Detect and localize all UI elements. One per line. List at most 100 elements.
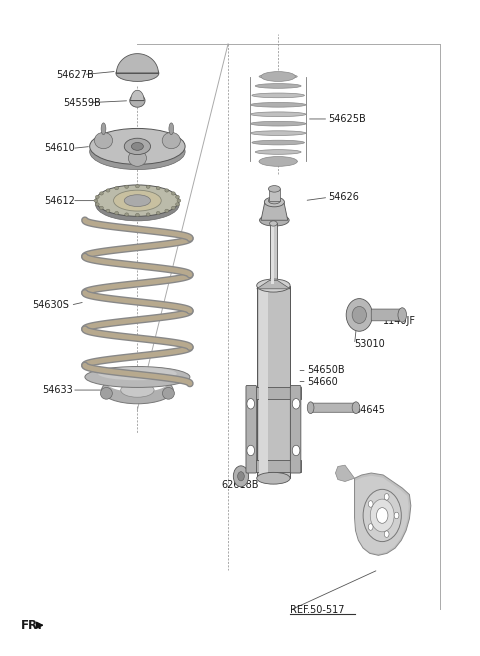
Circle shape (363, 489, 401, 542)
FancyBboxPatch shape (290, 386, 301, 473)
Ellipse shape (135, 213, 139, 216)
Text: 53010: 53010 (355, 339, 385, 350)
Polygon shape (261, 202, 288, 220)
Ellipse shape (251, 102, 306, 107)
Ellipse shape (255, 150, 301, 154)
Ellipse shape (171, 192, 175, 195)
Ellipse shape (156, 211, 160, 215)
Ellipse shape (165, 189, 168, 192)
Ellipse shape (257, 472, 290, 484)
Ellipse shape (102, 377, 173, 404)
Text: 54660: 54660 (307, 377, 337, 386)
Ellipse shape (146, 185, 150, 188)
Circle shape (376, 508, 388, 523)
Ellipse shape (85, 367, 190, 388)
Ellipse shape (398, 308, 407, 322)
Circle shape (233, 466, 249, 487)
Ellipse shape (162, 133, 180, 149)
Text: 54625B: 54625B (328, 114, 366, 124)
Text: FR.: FR. (21, 619, 42, 632)
Circle shape (368, 501, 373, 507)
FancyBboxPatch shape (257, 285, 290, 478)
Circle shape (368, 523, 373, 530)
Ellipse shape (171, 206, 175, 209)
Polygon shape (269, 189, 280, 201)
Circle shape (370, 499, 394, 532)
FancyBboxPatch shape (270, 224, 277, 285)
Ellipse shape (146, 213, 150, 216)
Ellipse shape (259, 159, 297, 164)
Ellipse shape (252, 140, 304, 145)
Circle shape (238, 472, 244, 481)
Ellipse shape (96, 195, 99, 199)
Text: 54559B: 54559B (63, 98, 101, 108)
Ellipse shape (260, 215, 289, 226)
Ellipse shape (90, 129, 185, 165)
Text: REF.50-517: REF.50-517 (290, 605, 345, 615)
Ellipse shape (268, 186, 280, 192)
Text: 54610: 54610 (44, 144, 75, 154)
FancyBboxPatch shape (371, 309, 403, 321)
Circle shape (247, 399, 254, 409)
Ellipse shape (130, 94, 145, 107)
Ellipse shape (135, 184, 139, 188)
Ellipse shape (96, 203, 99, 206)
Ellipse shape (251, 112, 306, 117)
Ellipse shape (255, 83, 301, 89)
Ellipse shape (259, 157, 297, 167)
Polygon shape (131, 91, 144, 100)
Text: 54627B: 54627B (56, 70, 94, 79)
FancyBboxPatch shape (247, 460, 301, 472)
Ellipse shape (107, 373, 168, 392)
Ellipse shape (115, 186, 119, 190)
Ellipse shape (307, 402, 314, 413)
Ellipse shape (106, 189, 110, 192)
Ellipse shape (270, 221, 277, 226)
Ellipse shape (128, 150, 146, 167)
Ellipse shape (96, 185, 179, 216)
Ellipse shape (124, 195, 151, 207)
FancyBboxPatch shape (310, 403, 357, 412)
FancyBboxPatch shape (247, 387, 301, 399)
Ellipse shape (98, 367, 177, 380)
Ellipse shape (99, 206, 103, 209)
Ellipse shape (156, 186, 160, 190)
Ellipse shape (352, 306, 366, 323)
Text: 62618B: 62618B (221, 480, 258, 490)
Ellipse shape (176, 203, 180, 206)
Circle shape (384, 493, 389, 500)
Text: 1140JF: 1140JF (383, 316, 416, 327)
Ellipse shape (261, 72, 295, 81)
Ellipse shape (259, 74, 297, 79)
Ellipse shape (101, 123, 106, 134)
Ellipse shape (169, 123, 174, 134)
Polygon shape (116, 54, 158, 73)
Polygon shape (355, 473, 411, 556)
FancyBboxPatch shape (271, 225, 274, 284)
Text: 54630S: 54630S (33, 300, 69, 310)
Polygon shape (336, 465, 355, 482)
Ellipse shape (132, 142, 144, 150)
Text: 54645: 54645 (355, 405, 385, 415)
Ellipse shape (135, 140, 140, 152)
Ellipse shape (125, 213, 129, 216)
Text: 54626: 54626 (328, 192, 359, 202)
Ellipse shape (352, 402, 360, 413)
Circle shape (292, 445, 300, 456)
Ellipse shape (124, 138, 151, 155)
Ellipse shape (106, 209, 110, 213)
Ellipse shape (114, 190, 161, 211)
Circle shape (292, 399, 300, 409)
Ellipse shape (176, 195, 180, 199)
FancyBboxPatch shape (246, 386, 256, 473)
Text: 54633: 54633 (42, 385, 72, 395)
Ellipse shape (162, 388, 174, 400)
Ellipse shape (125, 185, 129, 188)
Ellipse shape (95, 133, 113, 149)
Ellipse shape (96, 188, 179, 221)
Ellipse shape (116, 65, 159, 81)
Text: 54612: 54612 (44, 195, 75, 205)
FancyBboxPatch shape (259, 289, 268, 475)
Ellipse shape (257, 279, 290, 292)
Circle shape (247, 445, 254, 456)
